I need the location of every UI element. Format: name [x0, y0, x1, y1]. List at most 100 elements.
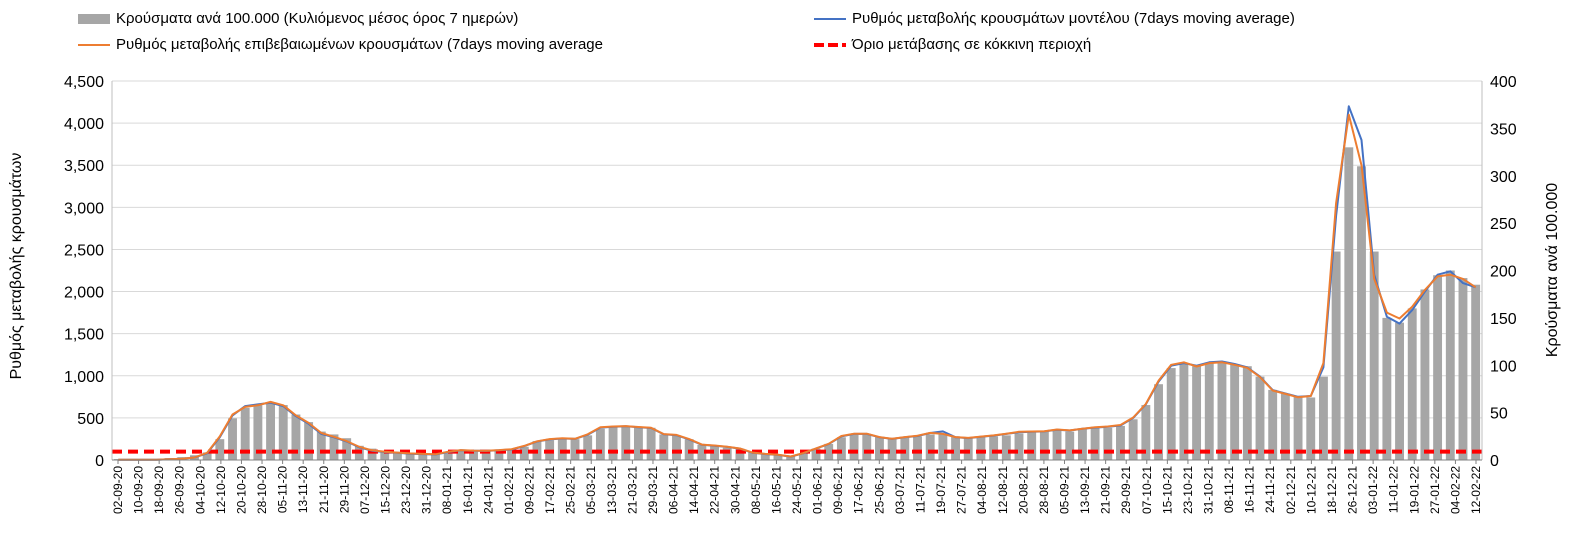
- bar: [672, 435, 681, 460]
- bar: [849, 434, 859, 460]
- x-tick-label: 13-03-21: [605, 466, 619, 514]
- bar: [862, 434, 872, 460]
- x-tick-label: 08-01-21: [440, 466, 454, 514]
- bar: [684, 439, 694, 460]
- bar: [1179, 363, 1189, 460]
- legend-swatch-bars: [78, 13, 110, 24]
- y-axis-left-label: Ρυθμός μεταβολής κρουσμάτων: [8, 153, 25, 380]
- bar: [1230, 364, 1240, 460]
- x-tick-label: 01-06-21: [811, 466, 825, 514]
- bar: [1255, 376, 1265, 460]
- x-tick-label: 26-12-21: [1346, 466, 1360, 514]
- x-tick-label: 21-09-21: [1099, 466, 1113, 514]
- bar: [1395, 322, 1404, 460]
- x-tick-label: 13-11-20: [296, 466, 310, 513]
- x-tick-label: 16-01-21: [461, 466, 475, 514]
- x-tick-label: 12-08-21: [996, 466, 1010, 514]
- bar: [1027, 432, 1037, 460]
- bar: [469, 451, 478, 460]
- bar: [1065, 431, 1075, 460]
- bar: [798, 453, 808, 460]
- x-tick-label: 05-09-21: [1057, 466, 1071, 514]
- x-tick-label: 30-04-21: [728, 466, 742, 514]
- x-tick-label: 28-08-21: [1037, 466, 1051, 514]
- x-tick-label: 16-11-21: [1243, 466, 1257, 513]
- legend-swatch-threshold: [814, 42, 846, 47]
- bar: [507, 449, 517, 460]
- x-tick-label: 05-03-21: [584, 466, 598, 514]
- bar: [608, 426, 618, 460]
- bar: [1103, 427, 1113, 460]
- x-tick-label: 10-09-20: [132, 466, 146, 514]
- bar: [633, 426, 643, 460]
- x-tick-label: 19-07-21: [934, 466, 948, 514]
- x-tick-label: 24-01-21: [481, 466, 495, 514]
- bar: [392, 452, 402, 460]
- y-right-tick-label: 50: [1490, 406, 1508, 423]
- x-tick-label: 06-04-21: [667, 466, 681, 514]
- x-tick-label: 11-07-21: [913, 466, 927, 513]
- x-tick-label: 05-11-20: [276, 466, 290, 513]
- bar: [1141, 405, 1151, 460]
- bar: [659, 434, 669, 460]
- x-tick-label: 23-10-21: [1181, 466, 1195, 514]
- bar: [1344, 147, 1354, 460]
- x-tick-label: 29-11-20: [337, 466, 351, 513]
- x-tick-label: 15-10-21: [1160, 466, 1174, 514]
- x-tick-label: 09-02-21: [523, 466, 537, 514]
- bar: [456, 450, 466, 460]
- x-tick-label: 02-09-20: [111, 466, 125, 514]
- x-tick-label: 12-02-22: [1469, 466, 1483, 514]
- x-tick-label: 19-01-22: [1407, 466, 1421, 514]
- bar: [253, 405, 263, 460]
- bar: [773, 455, 783, 460]
- legend-item-bars: Κρούσματα ανά 100.000 (Κυλιόμενος μέσος …: [78, 10, 518, 27]
- x-tick-label: 23-12-20: [399, 466, 413, 514]
- bar: [1204, 363, 1214, 460]
- bar: [519, 446, 529, 460]
- x-tick-label: 31-12-20: [420, 466, 434, 514]
- bar: [1166, 368, 1176, 460]
- bar: [329, 434, 339, 460]
- x-tick-label: 11-01-22: [1387, 466, 1401, 513]
- y-right-tick-label: 250: [1490, 216, 1517, 233]
- x-tick-label: 09-06-21: [831, 466, 845, 514]
- bar: [367, 448, 377, 460]
- x-tick-label: 17-06-21: [852, 466, 866, 514]
- x-tick-label: 17-02-21: [543, 466, 557, 514]
- bar: [1014, 433, 1024, 460]
- bar: [963, 438, 973, 460]
- bar: [735, 448, 745, 460]
- y-axis-right-label: Κρούσματα ανά 100.000: [1544, 183, 1561, 357]
- bar: [710, 445, 719, 460]
- y-right-tick-label: 150: [1490, 311, 1517, 328]
- line-series: [118, 105, 1477, 461]
- x-tick-label: 21-11-20: [317, 466, 331, 513]
- bar: [1039, 431, 1049, 460]
- bar: [494, 450, 504, 460]
- y-right-tick-label: 350: [1490, 121, 1517, 138]
- bar: [443, 452, 453, 460]
- bar: [621, 425, 631, 460]
- bar: [925, 434, 935, 460]
- bar: [1471, 284, 1481, 460]
- bar: [1116, 425, 1125, 460]
- x-tick-label: 02-12-21: [1284, 466, 1298, 514]
- legend-swatch-confirmed: [78, 43, 110, 46]
- bar: [1217, 361, 1227, 460]
- x-tick-label: 15-12-20: [378, 466, 392, 514]
- bar: [1369, 251, 1379, 460]
- x-tick-label: 13-09-21: [1078, 466, 1092, 514]
- y-left-tick-label: 500: [77, 411, 104, 428]
- x-tick-label: 14-04-21: [687, 466, 701, 514]
- y-left-tick-label: 0: [95, 453, 104, 470]
- x-tick-label: 29-03-21: [646, 466, 660, 514]
- x-tick-label: 24-05-21: [790, 466, 804, 514]
- x-tick-label: 18-12-21: [1325, 466, 1339, 514]
- bar: [748, 452, 758, 460]
- bar: [913, 436, 922, 460]
- bar: [887, 439, 897, 460]
- bar: [1154, 384, 1163, 460]
- x-tick-label: 26-09-20: [173, 466, 187, 514]
